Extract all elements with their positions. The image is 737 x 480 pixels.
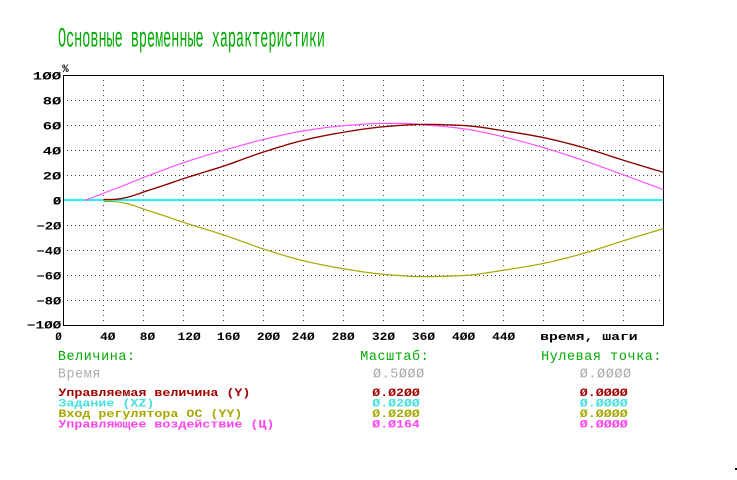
svg-text:Ø.Ø2ØØ: Ø.Ø2ØØ bbox=[372, 409, 420, 421]
svg-text:4ØØ: 4ØØ bbox=[452, 332, 476, 344]
svg-text:1ØØ: 1ØØ bbox=[33, 71, 63, 83]
svg-text:Ø.Ø2ØØ: Ø.Ø2ØØ bbox=[372, 399, 420, 411]
svg-text:Нулевая точка:: Нулевая точка: bbox=[541, 350, 662, 365]
svg-text:2ØØ: 2ØØ bbox=[257, 332, 281, 344]
svg-text:Величина:: Величина: bbox=[58, 350, 136, 365]
svg-text:Время: Время bbox=[58, 367, 101, 382]
svg-text:0: 0 bbox=[53, 196, 61, 208]
svg-text:8Ø: 8Ø bbox=[43, 96, 62, 108]
svg-text:44Ø: 44Ø bbox=[492, 332, 516, 344]
svg-text:Управляющее воздействие (Ц): Управляющее воздействие (Ц) bbox=[58, 419, 274, 431]
svg-text:32Ø: 32Ø bbox=[372, 332, 396, 344]
svg-text:Ø: Ø bbox=[55, 332, 62, 344]
svg-text:Ø.ØØØØ: Ø.ØØØØ bbox=[580, 399, 629, 411]
svg-text:8Ø: 8Ø bbox=[140, 332, 156, 344]
svg-text:Управляемая величина (Y): Управляемая величина (Y) bbox=[58, 388, 250, 400]
svg-text:время, шаги: время, шаги bbox=[540, 332, 638, 344]
svg-text:−8Ø: −8Ø bbox=[37, 296, 63, 308]
svg-text:12Ø: 12Ø bbox=[178, 332, 202, 344]
svg-text:−1ØØ: −1ØØ bbox=[27, 321, 62, 333]
svg-text:Ø: Ø bbox=[53, 196, 62, 208]
svg-text:4Ø: 4Ø bbox=[43, 146, 62, 158]
svg-text:28Ø: 28Ø bbox=[332, 332, 356, 344]
svg-text:−2Ø: −2Ø bbox=[37, 221, 63, 233]
svg-text:−6Ø: −6Ø bbox=[37, 271, 63, 283]
svg-text:4Ø: 4Ø bbox=[100, 332, 116, 344]
svg-text:Ø.ØØØØ: Ø.ØØØØ bbox=[580, 367, 632, 382]
svg-text:Задание (XZ): Задание (XZ) bbox=[58, 399, 154, 411]
svg-text:Ø.5ØØØ: Ø.5ØØØ bbox=[373, 367, 425, 382]
svg-text:6Ø: 6Ø bbox=[43, 121, 62, 133]
svg-text:Ø.ØØØØ: Ø.ØØØØ bbox=[580, 409, 629, 421]
svg-text:Ø.ØØØØ: Ø.ØØØØ bbox=[580, 419, 629, 431]
svg-text:2Ø: 2Ø bbox=[43, 171, 62, 183]
svg-text:Ø.ØØØØ: Ø.ØØØØ bbox=[580, 388, 629, 400]
svg-text:Ø.Ø164: Ø.Ø164 bbox=[372, 419, 420, 431]
svg-text:Основные временные характерист: Основные временные характеристики bbox=[58, 25, 325, 56]
svg-text:%: % bbox=[62, 64, 69, 76]
svg-text:Масштаб:: Масштаб: bbox=[360, 350, 429, 365]
svg-text:36Ø: 36Ø bbox=[412, 332, 436, 344]
svg-text:24Ø: 24Ø bbox=[292, 332, 316, 344]
svg-text:Ø.Ø2ØØ: Ø.Ø2ØØ bbox=[372, 388, 420, 400]
svg-text:−4Ø: −4Ø bbox=[37, 246, 63, 258]
svg-text:Вход регулятора ОС (YY): Вход регулятора ОС (YY) bbox=[58, 409, 242, 421]
svg-text:16Ø: 16Ø bbox=[217, 332, 241, 344]
